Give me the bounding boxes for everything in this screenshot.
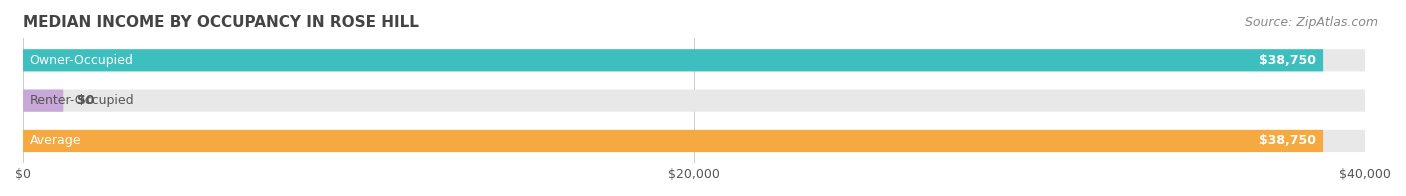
Text: Owner-Occupied: Owner-Occupied bbox=[30, 54, 134, 67]
FancyBboxPatch shape bbox=[22, 90, 1365, 112]
FancyBboxPatch shape bbox=[22, 90, 63, 112]
Text: $38,750: $38,750 bbox=[1260, 54, 1316, 67]
Text: $0: $0 bbox=[77, 94, 94, 107]
Text: Renter-Occupied: Renter-Occupied bbox=[30, 94, 135, 107]
Text: $38,750: $38,750 bbox=[1260, 134, 1316, 147]
FancyBboxPatch shape bbox=[22, 130, 1323, 152]
Text: Average: Average bbox=[30, 134, 82, 147]
FancyBboxPatch shape bbox=[22, 49, 1323, 71]
FancyBboxPatch shape bbox=[22, 130, 1365, 152]
Text: MEDIAN INCOME BY OCCUPANCY IN ROSE HILL: MEDIAN INCOME BY OCCUPANCY IN ROSE HILL bbox=[22, 15, 419, 30]
Text: Source: ZipAtlas.com: Source: ZipAtlas.com bbox=[1244, 16, 1378, 29]
FancyBboxPatch shape bbox=[22, 49, 1365, 71]
